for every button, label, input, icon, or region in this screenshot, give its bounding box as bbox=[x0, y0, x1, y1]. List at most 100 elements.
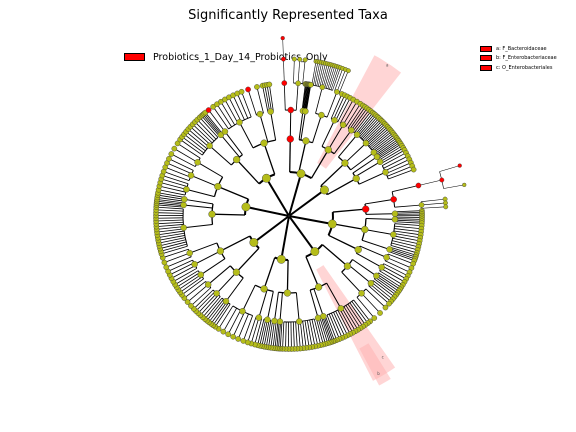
significant-node bbox=[439, 177, 445, 183]
branch-line bbox=[361, 239, 390, 250]
branch-line bbox=[161, 178, 188, 187]
branch-line bbox=[394, 218, 422, 220]
clade-highlight-b bbox=[316, 265, 396, 381]
branch-line bbox=[301, 83, 306, 111]
branch-line bbox=[282, 321, 285, 349]
branch-line bbox=[299, 321, 304, 349]
branch-line bbox=[187, 284, 209, 303]
branch-line bbox=[200, 258, 226, 276]
taxon-node bbox=[373, 153, 381, 161]
branch-line bbox=[371, 132, 394, 151]
branch-line bbox=[394, 221, 422, 224]
chart-title: Significantly Represented Taxa bbox=[188, 8, 388, 23]
branch-line bbox=[202, 296, 221, 318]
branch-line bbox=[365, 288, 386, 308]
branch-line bbox=[352, 259, 377, 277]
branch-line bbox=[365, 213, 395, 215]
branch-line bbox=[202, 114, 221, 136]
significant-node bbox=[286, 135, 294, 143]
branch-line bbox=[254, 318, 263, 345]
branch-line bbox=[320, 316, 330, 343]
branch-line bbox=[349, 302, 366, 326]
branch-line bbox=[359, 116, 378, 138]
branch-line bbox=[197, 161, 223, 178]
branch-line bbox=[309, 289, 319, 319]
branch-line bbox=[342, 101, 358, 126]
taxon-node bbox=[296, 169, 306, 179]
taxon-node bbox=[168, 151, 175, 157]
class-legend-label: Probiotics_1_Day_14_Probiotics_Only bbox=[153, 51, 328, 63]
branch-line bbox=[323, 315, 334, 342]
branch-line bbox=[157, 192, 185, 198]
branch-line bbox=[364, 229, 394, 236]
branch-line bbox=[394, 210, 422, 213]
taxon-node bbox=[254, 84, 260, 90]
branch-line bbox=[311, 61, 317, 86]
taxon-node bbox=[315, 283, 323, 291]
significant-node bbox=[205, 107, 212, 113]
branch-line bbox=[358, 115, 377, 137]
taxon-node bbox=[320, 185, 329, 195]
branch-line bbox=[212, 302, 229, 326]
branch-line bbox=[232, 95, 245, 120]
branch-line bbox=[368, 128, 390, 147]
branch-line bbox=[276, 321, 280, 349]
branch-line bbox=[332, 208, 366, 213]
taxon-node bbox=[262, 173, 271, 183]
branch-line bbox=[224, 131, 243, 155]
branch-line bbox=[339, 99, 354, 124]
branch-line bbox=[160, 182, 187, 190]
branch-line bbox=[327, 124, 344, 151]
branch-line bbox=[311, 319, 319, 346]
branch-line bbox=[322, 316, 332, 343]
branch-line bbox=[201, 115, 220, 137]
branch-line bbox=[333, 312, 346, 337]
branch-line bbox=[261, 319, 268, 347]
branch-line bbox=[157, 232, 185, 239]
branch-line bbox=[286, 259, 289, 293]
branch-line bbox=[341, 307, 356, 332]
taxon-node bbox=[241, 202, 251, 212]
branch-line bbox=[212, 213, 246, 216]
branch-line bbox=[257, 318, 265, 346]
branch-line bbox=[184, 198, 214, 205]
taxon-node bbox=[249, 238, 259, 247]
branch-line bbox=[341, 271, 362, 294]
taxon-node bbox=[302, 137, 310, 145]
branch-line bbox=[274, 321, 279, 349]
branch-line bbox=[368, 285, 390, 304]
branch-line bbox=[318, 62, 324, 87]
branch-line bbox=[227, 310, 241, 335]
branch-line bbox=[326, 91, 338, 118]
branch-line bbox=[385, 162, 412, 174]
branch-line bbox=[188, 128, 209, 148]
branch-line bbox=[418, 179, 442, 186]
branch-line bbox=[171, 265, 196, 279]
clade-legend-entry: a: F_Bacteroidaceae bbox=[480, 44, 557, 54]
branch-line bbox=[200, 294, 219, 316]
taxon-node bbox=[208, 210, 216, 218]
branch-line bbox=[312, 114, 322, 143]
branch-line bbox=[158, 237, 186, 244]
branch-line bbox=[220, 101, 236, 126]
branch-line bbox=[181, 136, 205, 154]
branch-line bbox=[349, 106, 366, 130]
branch-line bbox=[393, 235, 420, 242]
branch-line bbox=[166, 162, 192, 175]
taxon-node bbox=[302, 108, 309, 115]
branch-line bbox=[295, 292, 300, 322]
taxon-node bbox=[271, 317, 278, 325]
class-legend: Probiotics_1_Day_14_Probiotics_Only bbox=[124, 51, 328, 63]
branch-line bbox=[156, 221, 184, 225]
taxon-node bbox=[180, 201, 187, 209]
branch-line bbox=[268, 84, 274, 112]
branch-line bbox=[156, 228, 184, 233]
branch-line bbox=[208, 300, 226, 323]
taxon-node bbox=[180, 224, 187, 231]
branch-line bbox=[365, 217, 395, 220]
taxon-node bbox=[213, 290, 220, 297]
branch-line bbox=[289, 138, 291, 173]
taxon-node bbox=[353, 131, 361, 138]
branch-line bbox=[380, 149, 405, 164]
taxon-node bbox=[255, 314, 263, 321]
